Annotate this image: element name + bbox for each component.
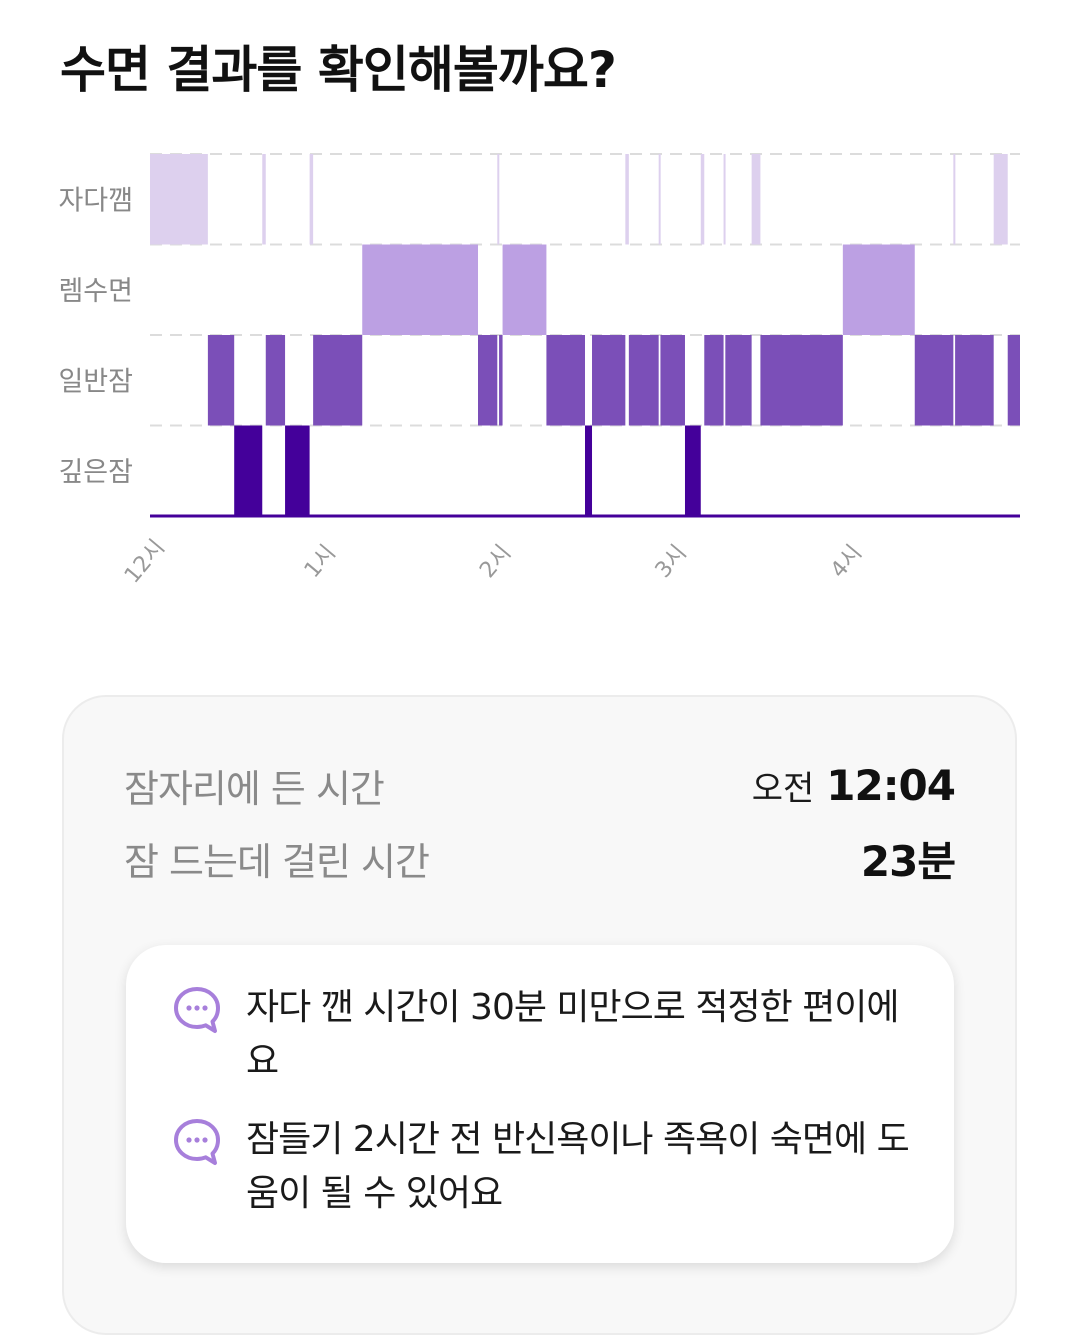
- stage-segment: [150, 154, 208, 245]
- x-tick-label: 2시: [475, 541, 516, 583]
- sleep-latency-row: 잠 드는데 걸린 시간 23분: [124, 828, 956, 889]
- bedtime-prefix: 오전: [751, 768, 815, 809]
- stage-segment: [660, 335, 685, 426]
- stage-segment: [285, 425, 310, 516]
- bedtime-value: 12:04: [826, 760, 956, 810]
- stage-segment: [262, 154, 266, 245]
- stage-segment: [842, 244, 915, 335]
- stage-segment: [592, 335, 626, 426]
- x-tick-label: 4시: [826, 541, 867, 583]
- stage-segment: [628, 335, 659, 426]
- sleep-latency-label: 잠 드는데 걸린 시간: [124, 839, 430, 884]
- bedtime-value-group: 오전 12:04: [751, 760, 956, 810]
- stage-label: 깊은잠: [58, 457, 133, 488]
- stage-segment: [478, 335, 498, 426]
- stage-segment: [684, 425, 701, 516]
- stage-segment: [760, 335, 843, 426]
- stage-segment: [1007, 335, 1020, 426]
- stage-segment: [546, 335, 585, 426]
- stage-segment: [313, 335, 363, 426]
- chat-bubble-icon: [174, 1119, 220, 1165]
- stage-label: 렘수면: [58, 276, 133, 307]
- bedtime-row: 잠자리에 든 시간 오전 12:04: [124, 755, 956, 815]
- tip-item: 자다 깬 시간이 30분 미만으로 적정한 편이에요: [170, 981, 914, 1089]
- sleep-summary-card: 잠자리에 든 시간 오전 12:04 잠 드는데 걸린 시간 23분 자다 깬 …: [62, 695, 1017, 1335]
- stage-segment: [497, 154, 500, 245]
- stage-segment: [499, 335, 503, 426]
- tip-text: 잠들기 2시간 전 반신욕이나 족욕이 숙면에 도움이 될 수 있어요: [246, 1119, 910, 1214]
- stage-segment: [309, 154, 314, 245]
- sleep-latency-value-group: 23분: [860, 828, 956, 889]
- sleep-latency-value: 23분: [860, 836, 956, 886]
- stage-segment: [914, 335, 954, 426]
- stage-label: 자다깸: [58, 185, 133, 216]
- stage-segment: [751, 154, 761, 245]
- stage-segment: [723, 154, 726, 245]
- chat-bubble-icon: [174, 987, 220, 1033]
- stage-segment: [362, 244, 479, 335]
- stage-segment: [725, 335, 752, 426]
- stage-segment: [625, 154, 629, 245]
- tip-item: 잠들기 2시간 전 반신욕이나 족욕이 숙면에 도움이 될 수 있어요: [170, 1113, 914, 1221]
- stage-segment: [993, 154, 1008, 245]
- stage-segment: [704, 335, 724, 426]
- tip-text: 자다 깬 시간이 30분 미만으로 적정한 편이에요: [246, 987, 900, 1082]
- stage-segment: [955, 335, 994, 426]
- tips-box: 자다 깬 시간이 30분 미만으로 적정한 편이에요 잠들기 2시간 전 반신욕…: [126, 945, 954, 1263]
- stage-segment: [234, 425, 263, 516]
- stage-segment: [700, 154, 705, 245]
- stage-label: 일반잠: [58, 366, 133, 397]
- bedtime-label: 잠자리에 든 시간: [124, 766, 385, 811]
- x-tick-label: 3시: [651, 541, 692, 583]
- stage-segment: [658, 154, 661, 245]
- x-tick-label: 12시: [120, 535, 170, 588]
- page-title: 수면 결과를 확인해볼까요?: [60, 41, 617, 99]
- stage-segment: [265, 335, 286, 426]
- stage-segment: [953, 154, 956, 245]
- stage-segment: [502, 244, 547, 335]
- x-tick-label: 1시: [300, 541, 341, 583]
- stage-segment: [207, 335, 235, 426]
- stage-segment: [585, 425, 593, 516]
